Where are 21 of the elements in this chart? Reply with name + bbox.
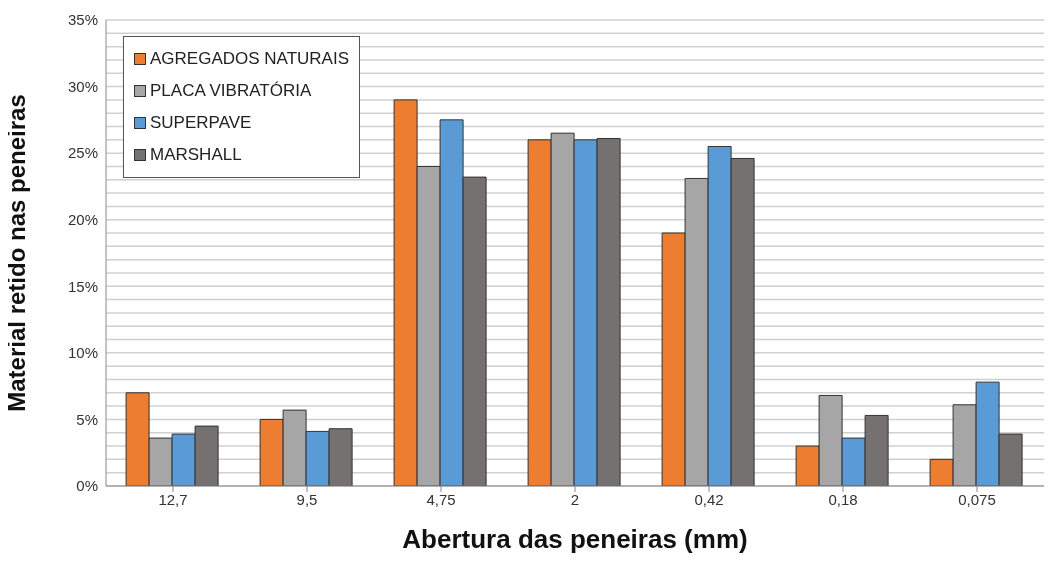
y-tick-label: 5% bbox=[76, 410, 98, 428]
x-tick-label: 0,075 bbox=[958, 490, 996, 508]
y-tick-label: 0% bbox=[76, 477, 98, 495]
y-tick-label: 30% bbox=[67, 77, 98, 95]
y-tick-label: 20% bbox=[67, 211, 98, 229]
legend-label: AGREGADOS NATURAIS bbox=[150, 49, 349, 69]
x-tick-label: 0,42 bbox=[694, 490, 724, 508]
legend-label: SUPERPAVE bbox=[150, 113, 252, 133]
legend-label: MARSHALL bbox=[150, 145, 242, 165]
y-tick-label: 25% bbox=[67, 144, 98, 162]
legend-label: PLACA VIBRATÓRIA bbox=[150, 81, 312, 101]
x-tick-label: 9,5 bbox=[296, 490, 318, 508]
y-axis-title: Material retido nas peneiras bbox=[2, 94, 30, 412]
y-tick-label: 10% bbox=[67, 344, 98, 362]
x-tick-label: 4,75 bbox=[426, 490, 456, 508]
x-tick-label: 0,18 bbox=[828, 490, 858, 508]
x-axis-title: Abertura das peneiras (mm) bbox=[402, 524, 748, 554]
y-tick-label: 35% bbox=[67, 11, 98, 29]
x-tick-label: 12,7 bbox=[158, 490, 188, 508]
y-tick-label: 15% bbox=[67, 277, 98, 295]
x-tick-label: 2 bbox=[570, 490, 580, 508]
